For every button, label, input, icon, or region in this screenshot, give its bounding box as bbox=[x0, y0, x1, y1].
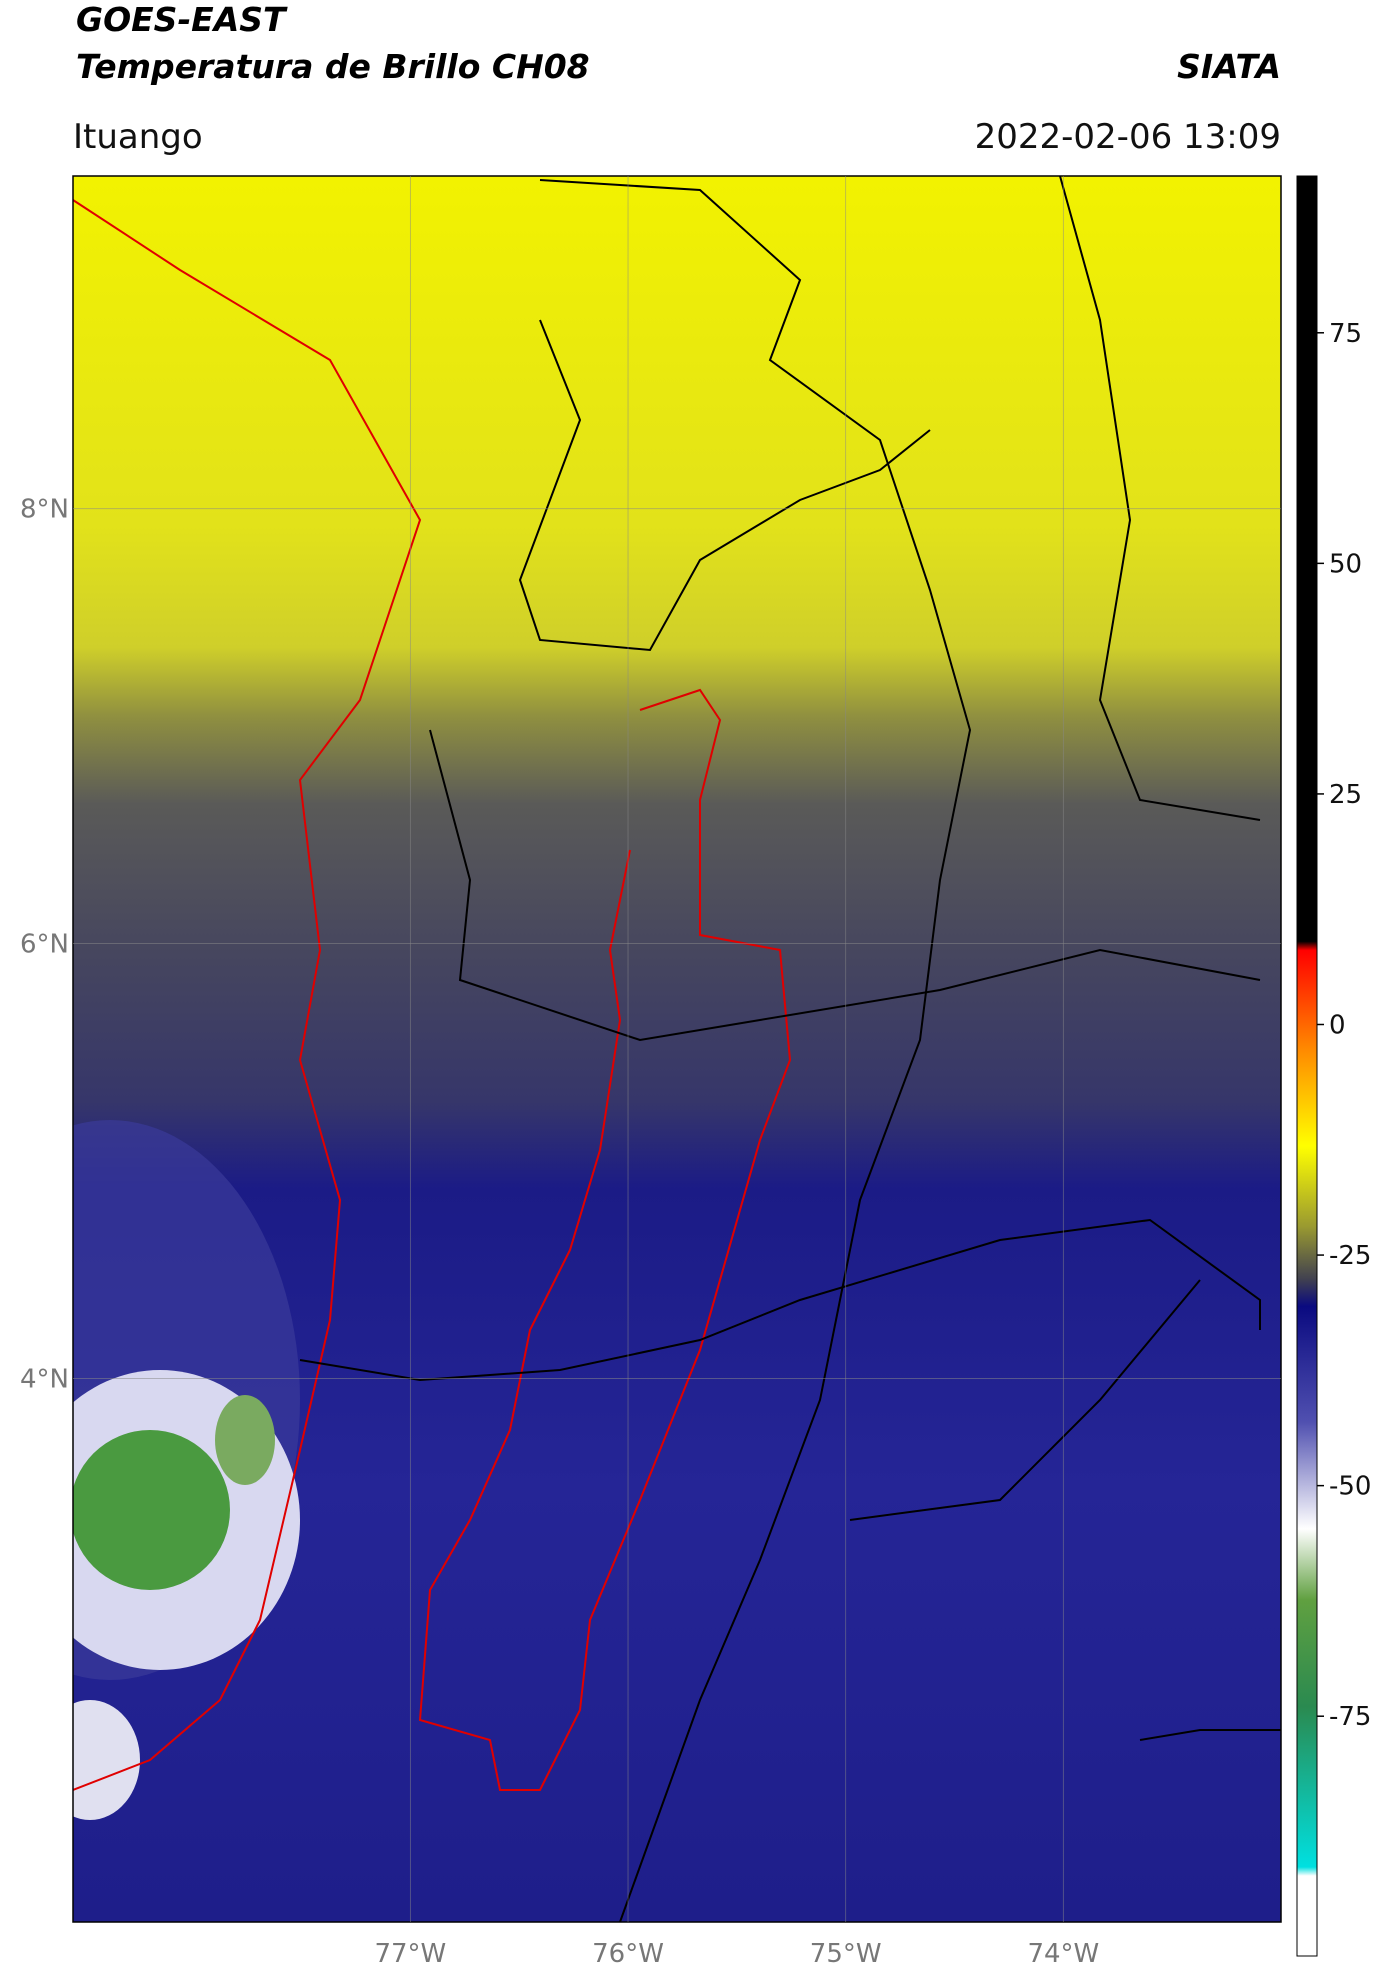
cloud bbox=[73, 1430, 230, 1590]
x-tick-label: 74°W bbox=[1027, 1939, 1099, 1969]
title: GOES-EAST bbox=[76, 0, 288, 39]
border bbox=[1059, 176, 1261, 821]
colorbar bbox=[1296, 175, 1318, 1957]
cloud bbox=[73, 1700, 140, 1820]
colorbar-tick-label: 0 bbox=[1329, 1010, 1346, 1040]
region-border bbox=[418, 688, 792, 1791]
datetime: 2022-02-06 13:09 bbox=[975, 117, 1281, 157]
colorbar-tick-label: -50 bbox=[1329, 1472, 1371, 1502]
location: Ituango bbox=[73, 117, 203, 157]
colorbar-tick-label: 75 bbox=[1329, 319, 1362, 349]
colorbar-tick-label: -75 bbox=[1329, 1702, 1371, 1732]
y-tick-label: 4°N bbox=[20, 1364, 69, 1394]
x-tick-label: 75°W bbox=[810, 1939, 882, 1969]
border bbox=[299, 1218, 1261, 1382]
map-field bbox=[73, 176, 1281, 1922]
border bbox=[429, 729, 1261, 1042]
coastline bbox=[73, 199, 422, 1791]
source: SIATA bbox=[1177, 47, 1281, 86]
y-tick-label: 8°N bbox=[20, 495, 69, 525]
border bbox=[849, 1279, 1201, 1521]
border bbox=[1139, 1729, 1281, 1741]
y-tick-label: 6°N bbox=[20, 930, 69, 960]
map bbox=[73, 176, 1281, 1922]
colorbar-tick-label: 25 bbox=[1329, 780, 1362, 810]
colorbar-tick-label: 50 bbox=[1329, 549, 1362, 579]
border bbox=[518, 319, 931, 652]
x-tick-label: 77°W bbox=[374, 1939, 446, 1969]
x-tick-label: 76°W bbox=[592, 1939, 664, 1969]
colorbar-tick-label: -25 bbox=[1329, 1241, 1371, 1271]
cloud bbox=[215, 1395, 275, 1485]
subtitle: Temperatura de Brillo CH08 bbox=[76, 47, 590, 86]
border bbox=[539, 179, 972, 1922]
map-frame bbox=[72, 175, 1282, 1923]
